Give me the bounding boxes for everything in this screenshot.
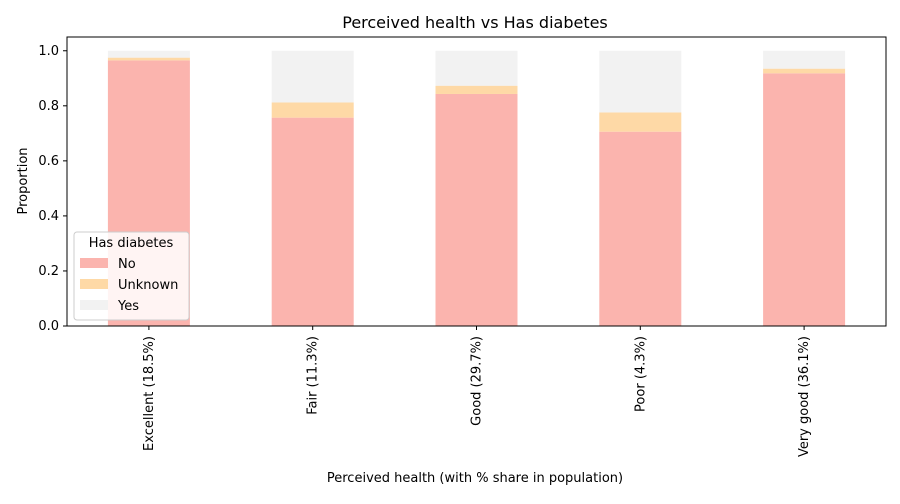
- bar-segment-no-2: [435, 93, 518, 326]
- y-tick-label: 0.6: [38, 154, 59, 169]
- x-axis: Excellent (18.5%) Fair (11.3%) Good (29.7%…: [142, 326, 812, 457]
- y-axis: 0.0 0.2 0.4 0.6 0.8 1.0: [38, 44, 67, 334]
- legend-swatch-unknown: [80, 279, 108, 289]
- bars-layer: [107, 50, 846, 327]
- legend-entries: No Unknown Yes: [80, 257, 178, 314]
- x-tick-label: Very good (36.1%): [797, 336, 812, 457]
- legend-label-no: No: [118, 257, 136, 272]
- bar-segment-no-3: [599, 131, 682, 326]
- chart-title: Perceived health vs Has diabetes: [342, 13, 608, 32]
- x-tick-label: Excellent (18.5%): [142, 336, 157, 451]
- x-axis-label: Perceived health (with % share in popula…: [327, 471, 623, 486]
- bar-segment-no-1: [271, 117, 354, 326]
- bar-segment-no-4: [763, 73, 846, 327]
- bar-segment-unknown-0: [107, 57, 190, 61]
- y-tick-label: 0.2: [38, 264, 59, 279]
- bar-segment-unknown-4: [763, 68, 846, 74]
- bar-segment-unknown-1: [271, 102, 354, 118]
- y-tick-label: 0.4: [38, 209, 59, 224]
- legend: Has diabetes No Unknown Yes: [73, 231, 190, 321]
- legend-label-unknown: Unknown: [118, 278, 178, 293]
- legend-title: Has diabetes: [89, 236, 174, 251]
- x-tick-label: Fair (11.3%): [306, 336, 321, 415]
- bar-segment-yes-2: [435, 50, 518, 86]
- y-axis-label: Proportion: [16, 147, 31, 214]
- x-tick-label: Good (29.7%): [470, 336, 485, 426]
- y-tick-label: 1.0: [38, 44, 59, 59]
- bar-segment-unknown-3: [599, 112, 682, 132]
- legend-swatch-yes: [80, 300, 108, 310]
- bar-segment-yes-3: [599, 50, 682, 113]
- bar-segment-unknown-2: [435, 85, 518, 94]
- legend-box: [73, 231, 190, 321]
- bar-segment-yes-0: [107, 50, 190, 58]
- y-tick-label: 0.0: [38, 319, 59, 334]
- legend-swatch-no: [80, 258, 108, 268]
- bar-segment-yes-4: [763, 50, 846, 69]
- x-tick-label: Poor (4.3%): [633, 336, 648, 412]
- bar-segment-yes-1: [271, 50, 354, 103]
- y-tick-label: 0.8: [38, 99, 59, 114]
- legend-label-yes: Yes: [117, 299, 139, 314]
